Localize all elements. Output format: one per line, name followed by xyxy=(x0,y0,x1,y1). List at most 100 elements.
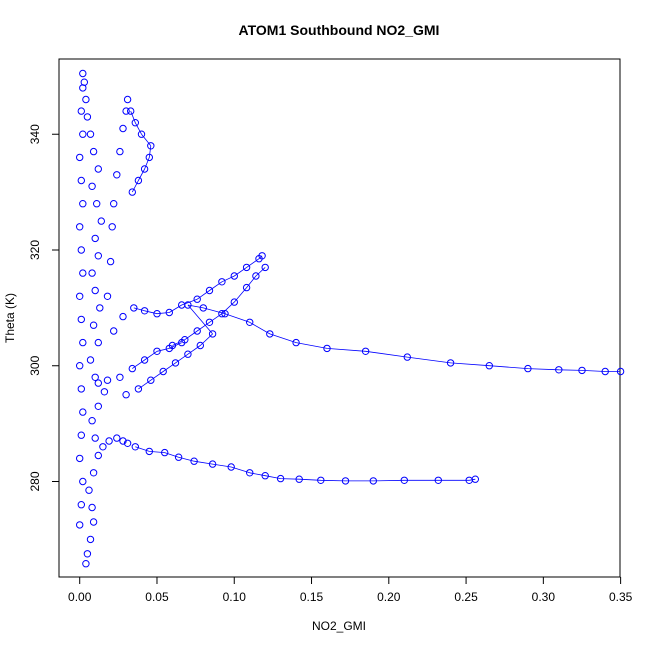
data-point xyxy=(258,252,266,260)
data-point xyxy=(76,521,84,529)
data-point xyxy=(184,301,192,309)
data-point xyxy=(119,124,127,133)
data-points xyxy=(76,69,625,568)
data-point xyxy=(89,469,98,477)
data-point xyxy=(369,477,377,485)
data-point xyxy=(88,417,96,425)
x-tick-label: 0.35 xyxy=(609,590,633,604)
data-point xyxy=(77,385,86,393)
data-point xyxy=(295,475,303,483)
data-point xyxy=(317,476,325,484)
data-point xyxy=(82,95,90,104)
data-point xyxy=(205,286,214,295)
data-point xyxy=(153,310,161,318)
data-point xyxy=(159,367,167,376)
y-tick-label: 280 xyxy=(28,471,42,491)
data-point xyxy=(108,223,116,231)
y-tick-label: 320 xyxy=(28,240,42,260)
data-point xyxy=(100,388,109,396)
data-point xyxy=(110,327,118,335)
data-point xyxy=(79,69,87,78)
data-point xyxy=(403,353,411,361)
data-point xyxy=(94,338,103,347)
data-point xyxy=(79,269,87,277)
data-point xyxy=(103,292,112,300)
data-point xyxy=(79,130,87,138)
data-point xyxy=(79,200,87,208)
series-connector-lines xyxy=(130,110,621,482)
data-point xyxy=(199,304,208,312)
data-point xyxy=(485,362,493,370)
data-point xyxy=(116,373,124,381)
data-point xyxy=(76,454,84,463)
data-point xyxy=(76,362,84,370)
data-point xyxy=(246,469,254,477)
data-point xyxy=(86,130,95,138)
data-point xyxy=(99,443,107,451)
data-point xyxy=(218,310,226,318)
data-point xyxy=(116,147,124,156)
data-point xyxy=(85,486,93,494)
data-point xyxy=(123,439,132,447)
data-point xyxy=(94,451,103,460)
data-point xyxy=(88,269,96,277)
data-point xyxy=(165,308,174,317)
data-point xyxy=(616,367,625,376)
y-axis: 280 300 320 340 xyxy=(28,124,60,492)
data-point xyxy=(77,246,86,254)
data-point xyxy=(205,318,214,326)
data-point xyxy=(113,171,121,179)
data-point xyxy=(190,457,198,465)
data-point xyxy=(171,359,180,367)
data-point xyxy=(82,560,90,568)
data-point xyxy=(77,431,86,439)
x-axis-label: NO2_GMI xyxy=(312,619,366,633)
data-point xyxy=(252,272,260,280)
data-point xyxy=(153,347,161,355)
data-point xyxy=(79,408,87,416)
data-point xyxy=(147,142,155,150)
data-point xyxy=(76,292,84,300)
data-point xyxy=(174,453,183,461)
data-point xyxy=(140,307,149,315)
series-connector xyxy=(130,110,621,482)
data-point xyxy=(89,518,98,526)
data-point xyxy=(147,376,155,384)
data-point xyxy=(242,283,251,292)
chart-title: ATOM1 Southbound NO2_GMI xyxy=(239,22,440,38)
data-point xyxy=(131,119,140,127)
data-point xyxy=(208,330,217,338)
data-point xyxy=(94,379,103,387)
data-point xyxy=(193,295,201,303)
x-tick-label: 0.00 xyxy=(68,590,92,604)
y-axis-label: Theta (K) xyxy=(3,293,17,343)
data-point xyxy=(122,391,130,399)
y-tick-label: 300 xyxy=(28,355,42,375)
data-point xyxy=(79,338,87,347)
data-point xyxy=(193,327,201,335)
data-point xyxy=(227,463,235,471)
data-point xyxy=(91,286,99,295)
data-point xyxy=(77,501,86,509)
data-point xyxy=(266,330,274,338)
data-point xyxy=(230,272,239,280)
data-point xyxy=(292,338,300,347)
data-point xyxy=(323,344,331,353)
data-point xyxy=(184,350,192,358)
data-point xyxy=(128,364,137,373)
data-point xyxy=(261,472,269,480)
data-point xyxy=(434,476,442,484)
data-point xyxy=(106,257,115,266)
data-point xyxy=(341,477,350,485)
data-point xyxy=(446,359,455,367)
data-point xyxy=(89,321,98,329)
data-point xyxy=(77,176,86,185)
data-point xyxy=(361,347,370,355)
data-point xyxy=(94,252,103,260)
data-point xyxy=(123,95,132,104)
data-point xyxy=(119,312,127,321)
data-point xyxy=(555,366,563,374)
x-tick-label: 0.15 xyxy=(300,590,324,604)
data-point xyxy=(161,448,169,457)
